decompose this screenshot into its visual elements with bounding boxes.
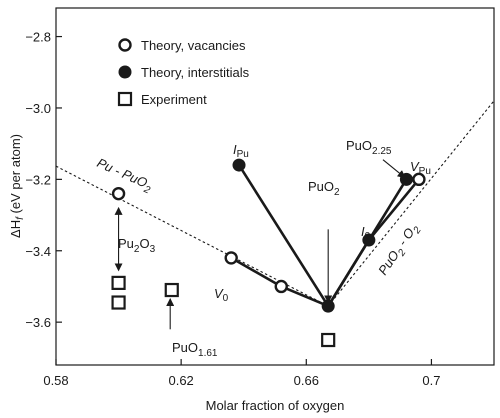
- data-point-vacancy: [111, 186, 126, 201]
- annotation-puo2-25: PuO2.25: [346, 138, 392, 157]
- legend-label-interstitials: Theory, interstitials: [141, 65, 250, 80]
- x-tick-label: 0.66: [294, 373, 319, 388]
- annotation-puo2-o2: PuO2 - O2: [375, 220, 424, 280]
- x-axis-label: Molar fraction of oxygen: [206, 398, 345, 413]
- annotation-v-pu: VPu: [410, 159, 431, 177]
- data-point-experiment: [164, 282, 179, 298]
- annotation-i-0: I0: [361, 224, 371, 242]
- data-point-interstitial: [232, 158, 246, 172]
- y-tick-label: −3.0: [25, 101, 51, 116]
- annotation-arrows: [114, 159, 406, 330]
- data-point-experiment: [111, 275, 126, 290]
- defect-line: [279, 285, 330, 308]
- data-point-experiment: [321, 332, 336, 348]
- x-tick-label: 0.62: [168, 373, 193, 388]
- x-axis-ticks: 0.58 0.62 0.66 0.7: [43, 359, 440, 388]
- y-tick-label: −2.8: [25, 30, 51, 45]
- data-point-interstitial: [321, 299, 335, 313]
- legend-marker-open-circle: [118, 38, 132, 52]
- y-tick-label: −3.4: [25, 244, 51, 259]
- annotation-puo1-61: PuO1.61: [172, 340, 218, 359]
- y-tick-label: −3.6: [25, 315, 51, 330]
- legend-label-vacancies: Theory, vacancies: [141, 38, 246, 53]
- annotation-i-pu: IPu: [233, 142, 249, 160]
- y-tick-label: −3.2: [25, 172, 51, 187]
- plot-frame: [55, 7, 495, 366]
- legend-marker-open-square: [117, 91, 133, 107]
- defect-line: [367, 178, 421, 242]
- defect-line: [326, 238, 371, 308]
- annotation-arrow: [382, 159, 406, 179]
- defect-line: [237, 163, 330, 308]
- data-point-experiment: [111, 295, 126, 310]
- data-point-interstitial: [362, 233, 376, 247]
- data-markers: [111, 158, 426, 348]
- data-point-vacancy: [274, 279, 288, 294]
- dashed-boundary-line: [327, 100, 495, 307]
- legend: Theory, vacancies Theory, interstitials …: [117, 38, 250, 107]
- data-point-vacancy: [412, 172, 426, 187]
- y-axis-ticks: −2.8 −3.0 −3.2 −3.4 −3.6: [25, 30, 62, 330]
- data-point-interstitial: [399, 172, 413, 186]
- legend-marker-filled-circle: [118, 65, 132, 79]
- x-tick-label: 0.58: [43, 373, 68, 388]
- x-tick-label: 0.7: [422, 373, 440, 388]
- legend-label-experiment: Experiment: [141, 92, 207, 107]
- boundary-lines: [55, 100, 495, 307]
- data-point-vacancy: [224, 251, 238, 265]
- y-axis-label-sub: f: [15, 216, 26, 220]
- annotation-puo2: PuO2: [308, 179, 340, 198]
- annotation-pu2o3: Pu2O3: [118, 236, 156, 255]
- annotation-v-0: V0: [214, 286, 229, 304]
- y-axis-label: ΔHf (eV per atom): [8, 134, 26, 238]
- defect-line: [229, 256, 283, 288]
